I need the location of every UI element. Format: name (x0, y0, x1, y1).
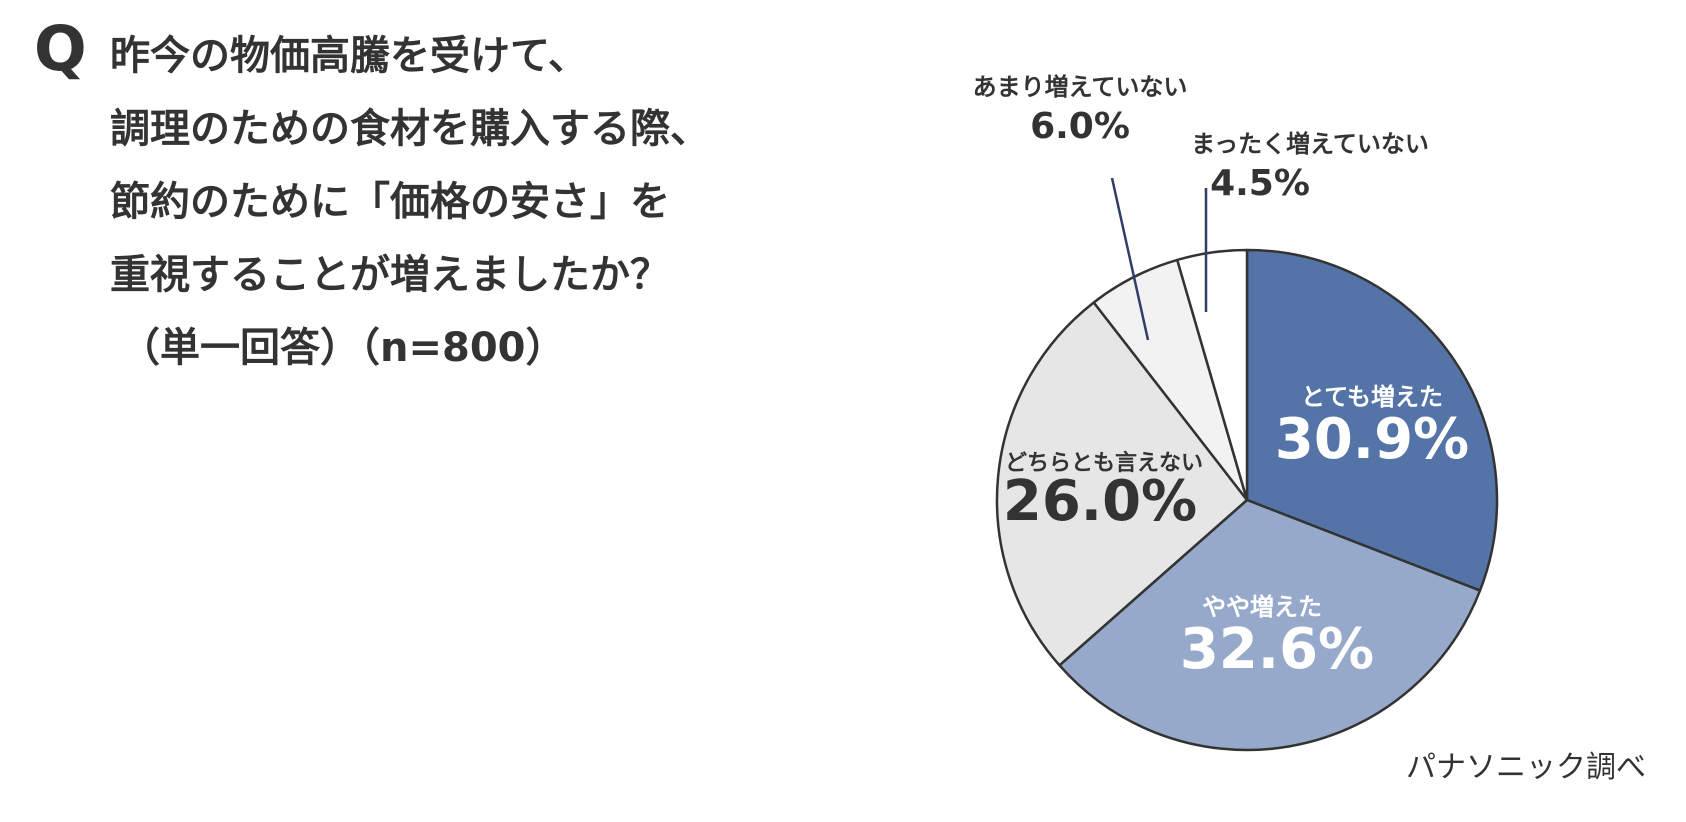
slice-value-1: 30.9% (1275, 407, 1469, 472)
question-mark-label: Q (34, 12, 87, 85)
pie-slice-5 (1176, 248, 1249, 502)
slice-value-2: 32.6% (1180, 617, 1374, 682)
question-line-2: 調理のための食材を購入する際、 (110, 106, 710, 152)
slice-value-5: 4.5% (1210, 163, 1310, 204)
leader-lines (1110, 177, 1208, 341)
pie-slice-1 (1245, 248, 1499, 592)
slice-value-3: 26.0% (1003, 469, 1197, 534)
slice-label-3: どちらとも言えない (1005, 450, 1203, 476)
question-line-1: 昨今の物価高騰を受けて、 (110, 33, 588, 79)
pie-slice-2 (1058, 498, 1482, 752)
slice-label-4: あまり増えていない (973, 73, 1188, 101)
question-text: 昨今の物価高騰を受けて、 調理のための食材を購入する際、 節約のために「価格の安… (110, 20, 710, 385)
source-credit: パナソニック調べ (1406, 750, 1646, 785)
question-line-4: 重視することが増えましたか？ (110, 252, 670, 298)
question-line-3: 節約のために「価格の安さ」を (110, 179, 670, 225)
slice-label-2: やや増えた (1202, 593, 1322, 621)
slice-label-5: まったく増えていない (1191, 130, 1429, 158)
slice-value-4: 6.0% (1030, 106, 1130, 147)
pie-slices (995, 248, 1499, 752)
pie-slice-3 (995, 301, 1249, 667)
slice-label-1: とても増えた (1301, 383, 1443, 411)
leader-line-4 (1110, 177, 1150, 341)
question-note: （単一回答）（n=800） (120, 325, 566, 371)
